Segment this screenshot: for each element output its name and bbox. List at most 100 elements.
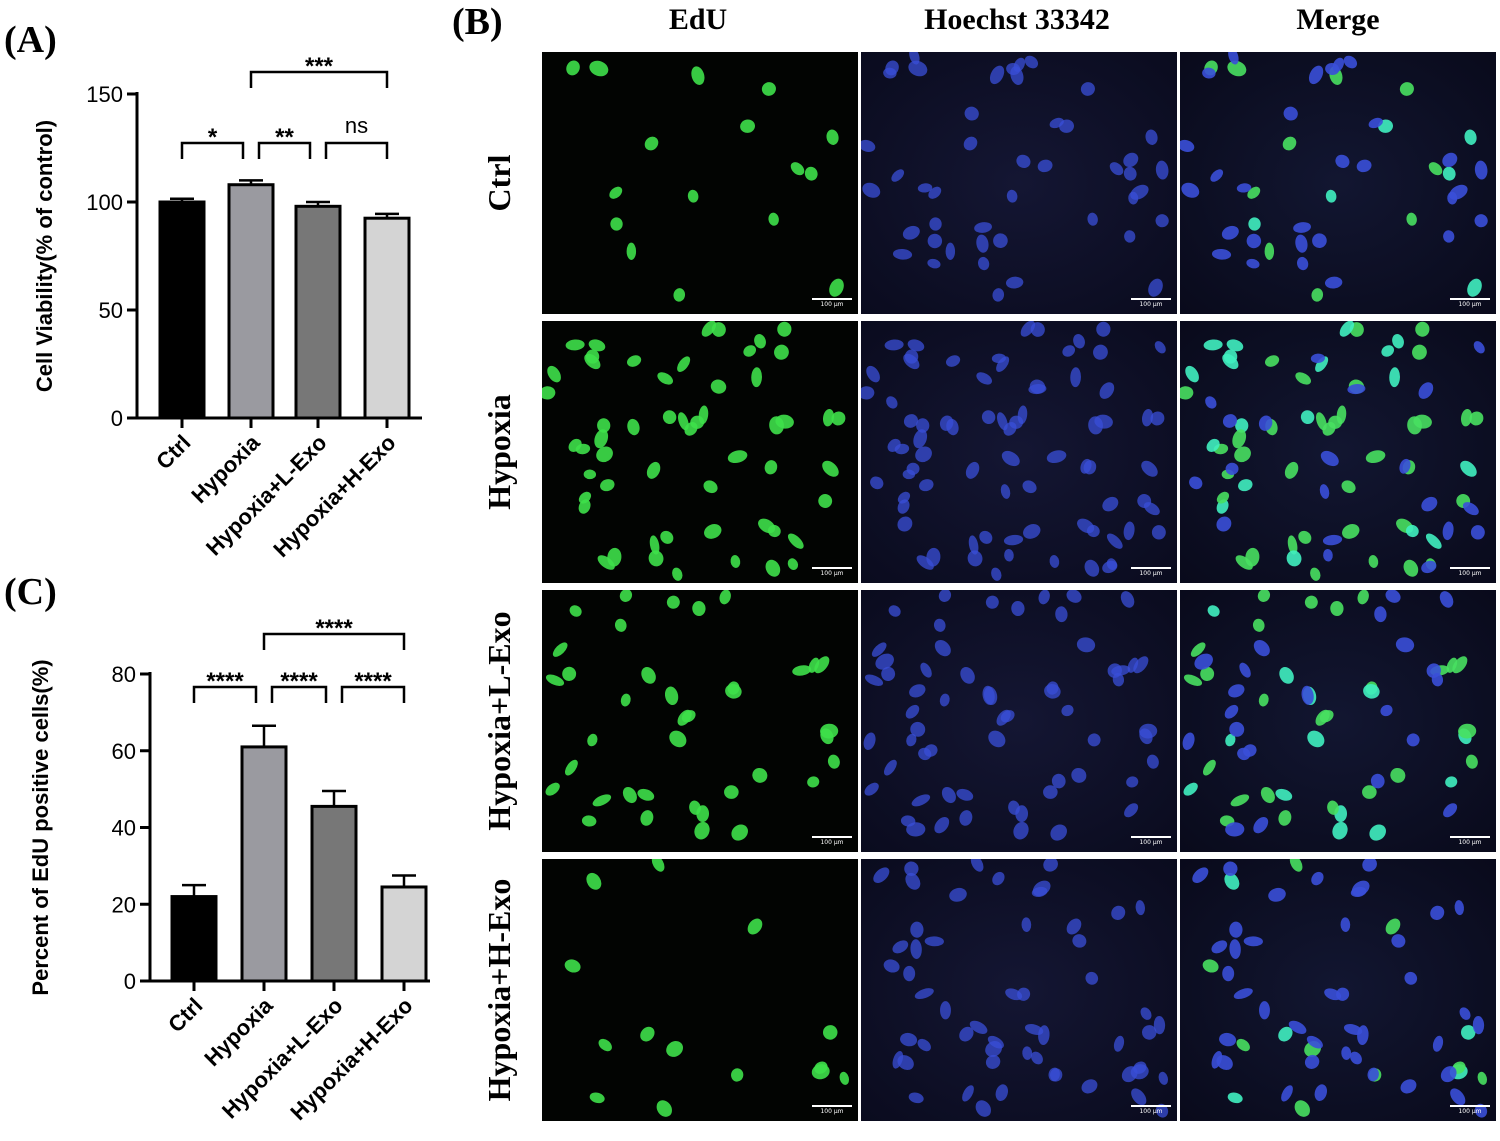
- y-axis-label: Cell Viability(% of control): [32, 120, 57, 392]
- scale-bar-label: 100 μm: [1458, 570, 1482, 577]
- cell-nuclei: [1192, 859, 1488, 1118]
- bar-hypoxia: [240, 745, 288, 983]
- bar-ctrl: [170, 895, 218, 983]
- panel-label-a: (A): [4, 19, 57, 61]
- y-tick-label: 60: [112, 739, 136, 764]
- significance-bracket: [324, 141, 389, 159]
- scale-bar-label: 100 μm: [1458, 839, 1482, 846]
- micrograph-ctrl-mrg: 100 μm: [1180, 52, 1496, 314]
- scale-bar-label: 100 μm: [820, 839, 844, 846]
- scale-bar: 100 μm: [1131, 567, 1171, 577]
- y-tick-label: 0: [111, 406, 123, 431]
- panel-label-b: (B): [452, 1, 503, 43]
- scale-bar: 100 μm: [1450, 1105, 1490, 1115]
- significance-bracket: [262, 632, 406, 650]
- y-axis-label: Percent of EdU positive cells(%): [28, 659, 53, 995]
- micrograph-hypoxia-h-exo-hoe: 100 μm: [861, 859, 1177, 1121]
- scale-bar: 100 μm: [1131, 1105, 1171, 1115]
- scale-bar-label: 100 μm: [1139, 839, 1163, 846]
- edu-positive-chart: 0 20 40 60 80 Percent of EdU positive cells(%…: [28, 615, 430, 1125]
- significance-bracket: [340, 685, 406, 703]
- column-header-merge: Merge: [1296, 3, 1380, 36]
- y-tick-label: 20: [112, 892, 136, 917]
- x-tick-label: Hypoxia+H-Exo: [268, 430, 400, 560]
- micrograph-hypoxia-l-exo-hoe: 100 μm: [861, 590, 1177, 852]
- significance-label: ns: [345, 113, 368, 138]
- bar-hypoxia: [227, 183, 275, 420]
- bar-hypoxia-l-exo: [294, 204, 342, 420]
- scale-bar: 100 μm: [812, 567, 852, 577]
- scale-bar-label: 100 μm: [820, 570, 844, 577]
- significance-label: ***: [305, 53, 334, 80]
- cell-nuclei: [863, 590, 1159, 841]
- x-tick-label: Hypoxia+L-Exo: [201, 430, 331, 560]
- scale-bar-label: 100 μm: [1458, 301, 1482, 308]
- column-header-edu: EdU: [668, 3, 728, 36]
- bar-hypoxia-h-exo: [380, 885, 428, 983]
- cell-nuclei: [861, 321, 1166, 581]
- micrograph-ctrl-hoe: 100 μm: [861, 52, 1177, 314]
- bar-hypoxia-h-exo: [363, 216, 411, 420]
- cell-nuclei: [542, 321, 846, 581]
- cell-nuclei: [545, 590, 840, 841]
- scale-bar-label: 100 μm: [1139, 301, 1163, 308]
- scale-bar: 100 μm: [1131, 298, 1171, 308]
- y-tick-label: 40: [112, 816, 136, 841]
- row-label-hypoxia-h-exo: Hypoxia+H-Exo: [481, 878, 517, 1102]
- cell-viability-chart: 0 50 100 150 Cell Viability(% of control) Ctr…: [32, 53, 422, 560]
- micrograph-hypoxia-mrg: 100 μm: [1180, 321, 1496, 583]
- cell-nuclei: [873, 859, 1169, 1118]
- significance-label: ****: [206, 668, 244, 695]
- scale-bar-label: 100 μm: [820, 301, 844, 308]
- cell-nuclei: [566, 60, 844, 302]
- scale-bar: 100 μm: [812, 836, 852, 846]
- x-tick-label: Hypoxia+L-Exo: [217, 993, 347, 1123]
- row-label-ctrl: Ctrl: [481, 154, 517, 212]
- scale-bar: 100 μm: [1450, 567, 1490, 577]
- cell-nuclei: [1180, 321, 1485, 581]
- row-label-hypoxia-l-exo: Hypoxia+L-Exo: [481, 611, 517, 831]
- y-tick-label: 150: [86, 82, 123, 107]
- micrograph-hypoxia-l-exo-mrg: 100 μm: [1180, 590, 1496, 852]
- scale-bar-label: 100 μm: [820, 1108, 844, 1115]
- x-tick-label: Ctrl: [151, 430, 195, 474]
- scale-bar: 100 μm: [812, 298, 852, 308]
- y-tick-label: 100: [86, 190, 123, 215]
- scale-bar-label: 100 μm: [1458, 1108, 1482, 1115]
- bar-ctrl: [158, 200, 206, 420]
- significance-label: ****: [315, 615, 353, 642]
- y-tick-label: 80: [112, 662, 136, 687]
- significance-label: **: [275, 124, 294, 151]
- panel-label-c: (C): [4, 571, 57, 613]
- micrograph-hypoxia-h-exo-mrg: 100 μm: [1180, 859, 1496, 1121]
- cell-nuclei: [564, 859, 850, 1117]
- scale-bar: 100 μm: [1450, 836, 1490, 846]
- row-label-hypoxia: Hypoxia: [481, 394, 517, 510]
- significance-label: *: [208, 124, 218, 151]
- micrograph-hypoxia-h-exo-edu: 100 μm: [542, 859, 858, 1121]
- micrograph-ctrl-edu: 100 μm: [542, 52, 858, 314]
- column-header-hoechst: Hoechst 33342: [924, 3, 1110, 36]
- x-tick-label: Ctrl: [163, 993, 207, 1037]
- bar-hypoxia-l-exo: [310, 804, 358, 983]
- cell-nuclei: [1180, 52, 1488, 302]
- cell-nuclei: [1182, 590, 1478, 841]
- scale-bar: 100 μm: [1131, 836, 1171, 846]
- scale-bar: 100 μm: [1450, 298, 1490, 308]
- micrograph-hypoxia-edu: 100 μm: [542, 321, 858, 583]
- scale-bar-label: 100 μm: [1139, 1108, 1163, 1115]
- cell-nuclei: [861, 52, 1169, 302]
- significance-label: ****: [280, 668, 318, 695]
- significance-bracket: [270, 685, 328, 703]
- significance-bracket: [192, 685, 258, 703]
- y-tick-label: 50: [99, 298, 123, 323]
- x-tick-label: Hypoxia+H-Exo: [285, 993, 417, 1125]
- scale-bar-label: 100 μm: [1139, 570, 1163, 577]
- y-tick-label: 0: [124, 969, 136, 994]
- significance-bracket: [249, 70, 389, 88]
- micrograph-hypoxia-l-exo-edu: 100 μm: [542, 590, 858, 852]
- micrograph-hypoxia-hoe: 100 μm: [861, 321, 1177, 583]
- significance-bracket: [257, 141, 312, 159]
- scale-bar: 100 μm: [812, 1105, 852, 1115]
- significance-bracket: [180, 141, 245, 159]
